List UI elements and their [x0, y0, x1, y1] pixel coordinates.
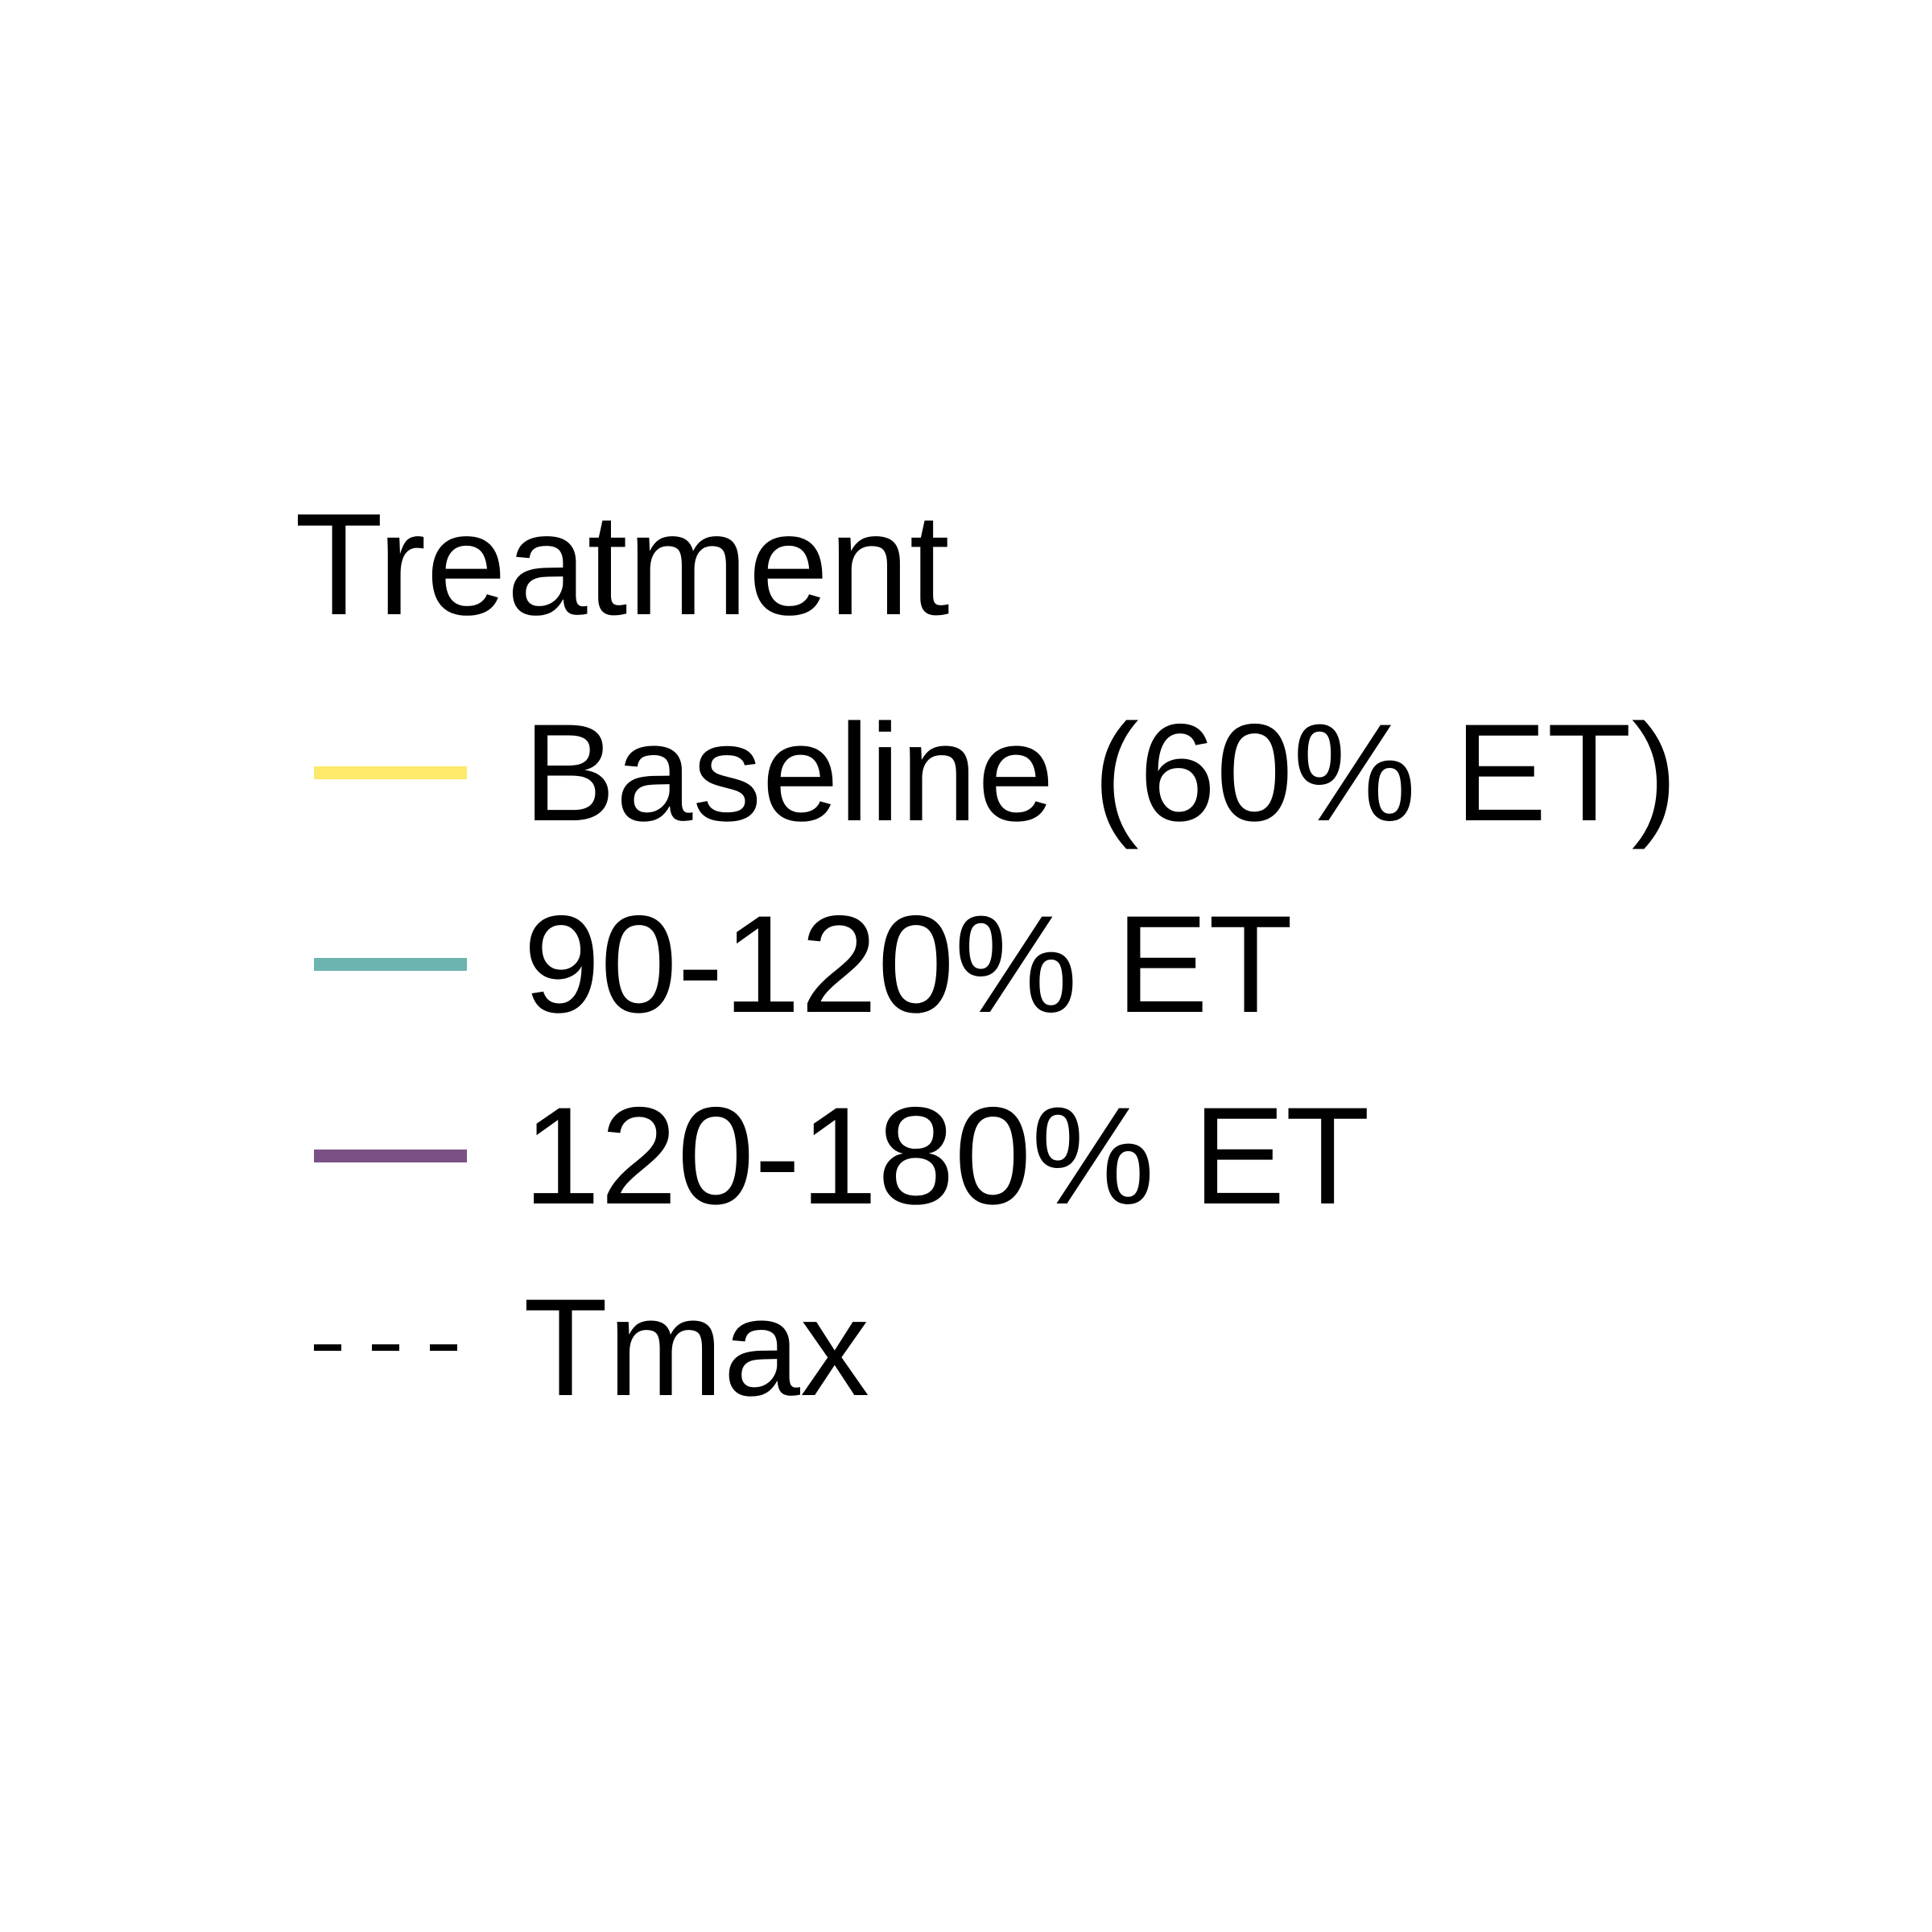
legend-item-tmax: Tmax: [312, 1275, 1842, 1420]
legend-label-90-120: 90-120% ET: [523, 887, 1294, 1042]
legend-label-120-180: 120-180% ET: [523, 1079, 1370, 1233]
legend-key-120-180: [314, 1150, 467, 1162]
legend-label-tmax: Tmax: [523, 1270, 869, 1425]
legend-key-baseline: [314, 766, 467, 779]
legend-key-90-120: [314, 958, 467, 971]
legend-title: Treatment: [295, 484, 950, 646]
legend-label-baseline: Baseline (60% ET): [523, 696, 1678, 850]
legend-item-baseline: Baseline (60% ET): [312, 700, 1842, 845]
legend-item-90-120: 90-120% ET: [312, 892, 1842, 1037]
legend-key-tmax: [314, 1344, 467, 1351]
legend-item-120-180: 120-180% ET: [312, 1084, 1842, 1228]
